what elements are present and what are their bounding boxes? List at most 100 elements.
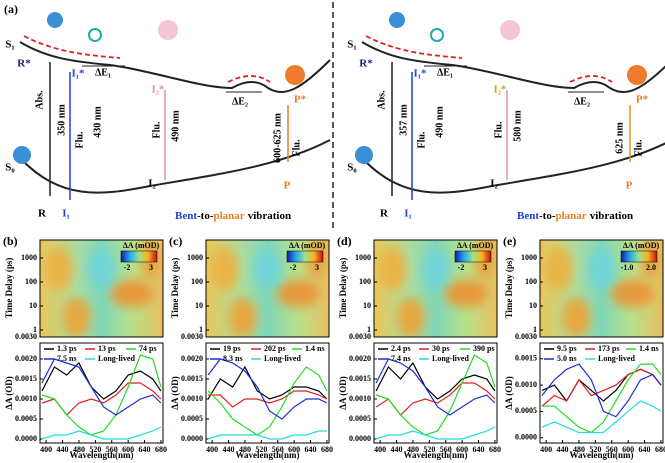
x-tick-label: 520 (589, 445, 601, 454)
diagram-label: I₁ (404, 208, 412, 220)
y-tick-label: 0.0000 (349, 434, 371, 443)
footer-part: Bent (175, 210, 197, 222)
x-axis-label: Wavelength(nm) (236, 450, 300, 460)
panel-label: (b) (3, 234, 18, 248)
heatmap-blob (562, 297, 591, 337)
x-tick-label: 600 (622, 445, 634, 454)
diagram-label: Flu. (633, 139, 644, 156)
diagram-label: ΔE₁ (437, 67, 453, 78)
heatmap-body (206, 240, 329, 337)
y-tick-label: 0.0015 (349, 374, 371, 383)
y-tick-label: 1 (199, 325, 203, 334)
y-tick-label: 0.0030 (15, 332, 37, 341)
y-tick-label: 0.0015 (15, 374, 37, 383)
legend-label: 7.4 ns (391, 354, 411, 363)
diagram-label: 600-625 nm (272, 112, 283, 162)
colorbar (620, 250, 658, 263)
colorbar-tick-label: -1.0 (621, 263, 634, 272)
diagram-label: R* (359, 58, 373, 70)
y-tick-label: 0.0010 (15, 394, 37, 403)
diagram-label: Flu. (74, 131, 85, 148)
spectrum-line (41, 362, 162, 400)
legend-label: 19 ps (223, 344, 241, 353)
x-tick-label: 480 (573, 445, 585, 454)
energy-diagram (355, 12, 665, 200)
colorbar-tick-label: 2.0 (646, 263, 656, 272)
colorbar-tick-label: -2 (290, 263, 297, 272)
legend-label: Long-lived (432, 354, 469, 363)
heatmap-blob (87, 249, 116, 290)
legend-label: Long-lived (264, 354, 301, 363)
x-tick-label: 560 (106, 445, 118, 454)
heatmap-blob (378, 247, 407, 292)
legend-label: 1.4 ns (305, 344, 325, 353)
heatmap (540, 240, 663, 337)
legend-label: 173 ps (598, 344, 620, 353)
y-axis-label: ΔA (OD) (338, 376, 348, 409)
panel-a-drawing (13, 2, 665, 228)
diagram-label: 625 nm (614, 122, 625, 154)
x-tick-label: 680 (489, 445, 501, 454)
plot-frame (39, 342, 164, 444)
colorbar-label: ΔA (mOD) (457, 241, 494, 250)
spectrum-line (207, 366, 328, 436)
spectrum-line (41, 354, 162, 436)
colorbar-label: ΔA (mOD) (123, 241, 160, 250)
x-tick-label: 440 (223, 445, 235, 454)
x-axis-label: Wavelength(nm) (404, 450, 468, 460)
diagram-footer: Bent-to-planar vibration (175, 210, 291, 222)
spectrum-line (207, 430, 327, 440)
diagram-label: P (284, 180, 291, 192)
x-tick-label: 640 (639, 445, 651, 454)
diagram-label: 350 nm (56, 104, 67, 136)
footer-part: planar (214, 210, 245, 222)
colorbar (286, 250, 324, 263)
diagram-label: S₁ (347, 39, 356, 51)
diagram-label: I₂* (493, 84, 507, 96)
heatmap-frame (373, 239, 498, 338)
legend-label: 1.3 ps (57, 344, 77, 353)
x-tick-label: 440 (57, 445, 69, 454)
diagram-label: S₀ (5, 162, 15, 174)
y-axis-label: Time Delay (ps) (170, 258, 180, 319)
legend-label: 74 ps (139, 344, 157, 353)
diagram-label: I₁* (413, 68, 427, 80)
y-tick-label: 10 (363, 301, 371, 310)
spectrum-line (375, 382, 496, 416)
diagram-label: P (626, 180, 633, 192)
y-tick-label: 0.0005 (181, 414, 203, 423)
y-tick-label: 0.0005 (349, 414, 371, 423)
heatmap-blob (210, 247, 239, 292)
heatmap-blob (421, 249, 450, 290)
panel-label: (a) (4, 2, 18, 16)
x-tick-label: 520 (423, 445, 435, 454)
legend-label: 2.4 ps (391, 344, 411, 353)
x-tick-label: 680 (655, 445, 665, 454)
y-tick-label: 0.0015 (181, 374, 203, 383)
y-tick-label: 0.0030 (515, 332, 537, 341)
diagram-label: I₁* (71, 68, 85, 80)
heatmap-frame (205, 239, 330, 338)
spectrum-line (208, 390, 328, 408)
diagram-label: R (38, 208, 47, 220)
heatmap-blob (587, 249, 616, 290)
colorbar (120, 250, 158, 263)
heatmap-blob (444, 279, 489, 308)
diagram-label: I₂ (148, 178, 156, 190)
diagram-footer: Bent-to-planar vibration (517, 210, 633, 222)
diagram-label: I₂* (151, 84, 165, 96)
x-axis-label: Wavelength(nm) (70, 450, 134, 460)
heatmap-blob (253, 249, 282, 290)
diagram-label: Abs. (34, 90, 45, 110)
spectrum-line (541, 368, 662, 402)
y-tick-label: 10 (529, 301, 537, 310)
x-tick-label: 600 (456, 445, 468, 454)
x-tick-label: 640 (139, 445, 151, 454)
y-axis-label: Time Delay (ps) (338, 258, 348, 319)
colorbar-tick-label: 3 (149, 263, 153, 272)
heatmap-blob (610, 279, 655, 308)
y-tick-label: 100 (359, 277, 371, 286)
diagram-label: I₁ (62, 208, 70, 220)
colorbar-tick-label: 3 (483, 263, 487, 272)
y-axis-label: ΔA (OD) (504, 376, 514, 409)
